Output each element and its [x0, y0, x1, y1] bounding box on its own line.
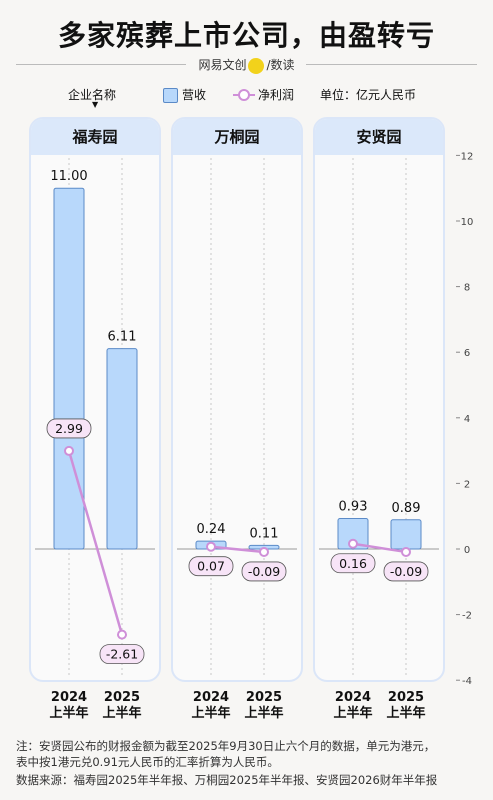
legend-unit-label: 单位：亿元人民币: [320, 88, 417, 102]
chart-title: 多家殡葬上市公司，由盈转亏: [57, 19, 435, 52]
x-category-label: 2024 上半年: [191, 690, 231, 721]
y-tick-label: -2: [462, 611, 472, 622]
revenue-value-label: 6.11: [108, 330, 137, 345]
y-tick-label: -4: [462, 676, 472, 687]
y-tick-label: 2: [464, 479, 470, 490]
profit-label-box: [241, 561, 287, 582]
note-line-2: 表中按1港元兑0.91元人民币的汇率折算为人民币。: [16, 755, 279, 769]
y-tick-label: 12: [461, 151, 474, 162]
profit-value-label: 0.16: [339, 556, 367, 571]
panel-1: 万桐园: [171, 117, 303, 682]
brand-left: 网易文创: [198, 58, 247, 72]
legend-revenue-label: 营收: [182, 88, 207, 102]
profit-point: [206, 541, 216, 552]
revenue-value-label: 0.89: [392, 501, 421, 516]
revenue-value-label: 0.11: [250, 526, 279, 541]
panel-0: 福寿园: [29, 117, 161, 682]
profit-value-label: -0.09: [390, 564, 422, 579]
x-category-label: 2025 上半年: [386, 690, 426, 721]
brand-dot-icon: [248, 57, 265, 74]
legend-company-label: 企业名称: [68, 88, 117, 102]
panel-title-1: 万桐园: [173, 119, 301, 155]
revenue-bar: [337, 517, 369, 550]
divider-left: [16, 64, 186, 65]
revenue-bar: [106, 348, 138, 550]
y-tick-label: 4: [464, 414, 470, 425]
revenue-value-label: 11.00: [50, 169, 87, 184]
legend-profit-label: 净利润: [258, 88, 295, 102]
panel-title-2: 安贤园: [315, 119, 443, 155]
revenue-value-label: 0.24: [197, 522, 226, 537]
profit-label-box: [188, 556, 234, 577]
profit-value-label: -2.61: [106, 647, 138, 662]
y-tick-label: 6: [464, 348, 470, 359]
panel-title-0: 福寿园: [31, 119, 159, 155]
profit-label-box: [46, 418, 92, 439]
profit-point: [348, 538, 358, 549]
revenue-value-label: 0.93: [339, 499, 368, 514]
panel-2: 安贤园: [313, 117, 445, 682]
profit-point: [401, 546, 411, 557]
x-category-label: 2025 上半年: [244, 690, 284, 721]
brand-right: 数读: [270, 58, 295, 72]
note-line-1: 注：安贤园公布的财报金额为截至2025年9月30日止六个月的数据，单元为港元，: [16, 739, 436, 753]
divider-right: [306, 64, 477, 65]
brand-logo: 网易文创/数读: [198, 57, 295, 74]
profit-line: [210, 545, 265, 554]
profit-value-label: 0.07: [197, 559, 225, 574]
x-category-label: 2024 上半年: [49, 690, 89, 721]
profit-value-label: -0.09: [248, 564, 280, 579]
profit-line: [67, 450, 124, 635]
revenue-bar: [390, 519, 422, 550]
y-tick-label: 10: [461, 217, 474, 228]
profit-point: [117, 629, 127, 640]
profit-value-label: 2.99: [55, 421, 83, 436]
caret-down-icon: ▼: [92, 100, 99, 109]
profit-label-box: [383, 561, 429, 582]
profit-point: [259, 546, 269, 557]
profit-line: [352, 542, 407, 554]
legend-revenue-swatch: [163, 88, 178, 103]
revenue-bar: [53, 187, 85, 550]
legend-profit-dot: [238, 89, 250, 101]
y-tick-label: 0: [464, 545, 470, 556]
x-category-label: 2025 上半年: [102, 690, 142, 721]
profit-label-box: [99, 644, 145, 665]
y-tick-label: 8: [464, 283, 470, 294]
note-source: 数据来源：福寿园2025年半年报、万桐园2025年半年报、安贤园2026财年半年…: [16, 773, 438, 787]
x-category-label: 2024 上半年: [333, 690, 373, 721]
profit-point: [64, 445, 74, 456]
profit-label-box: [330, 553, 376, 574]
